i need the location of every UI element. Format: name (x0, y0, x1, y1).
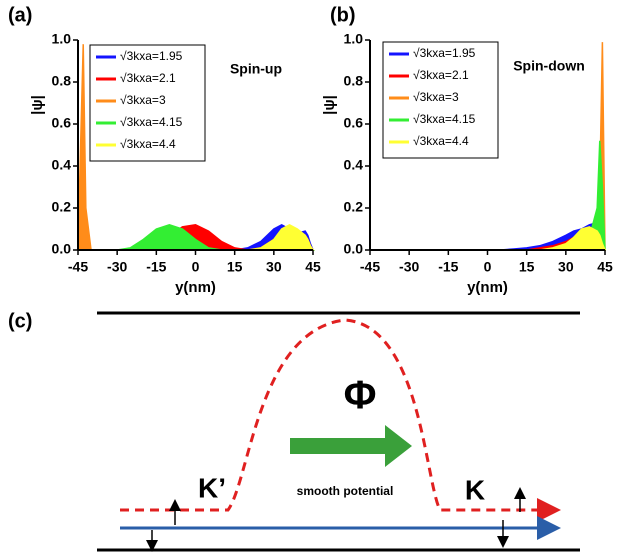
y-tick-label: 0.8 (52, 73, 72, 89)
charts: -45 -30 -15 0 15 30 45 0.0 0.2 0.4 0.6 0.8 1.0 y(nm) |… (8, 4, 613, 296)
y-tick-label: 0.2 (52, 199, 72, 215)
k-label: K (465, 474, 485, 505)
x-tick-label: 45 (597, 259, 613, 275)
legend-label: √3kxa=4.15 (413, 112, 476, 126)
legend-label: √3kxa=4.4 (120, 137, 176, 151)
legend-label: √3kxa=1.95 (413, 46, 476, 60)
panel-label: (b) (330, 4, 356, 26)
legend-label: √3kxa=4.15 (120, 115, 183, 129)
y-tick-label: 0.0 (52, 241, 72, 257)
panel-label: (a) (8, 4, 32, 26)
potential-curve (120, 318, 561, 522)
y-tick-label: 0.6 (52, 115, 72, 131)
x-tick-label: 15 (519, 259, 535, 275)
x-axis-label: y(nm) (467, 279, 508, 296)
chart: -45 -30 -15 0 15 30 45 0.0 0.2 0.4 0.6 0.8 1.0 y(nm) |… (8, 4, 321, 296)
legend: √3kxa=1.95 √3kxa=2.1 √3kxa=3 √3kxa=4.15 √3kx… (382, 41, 499, 159)
arrow-label: smooth potential (297, 484, 394, 498)
legend-label: √3kxa=2.1 (120, 71, 176, 85)
y-tick-label: 0.4 (344, 157, 364, 173)
x-tick-label: -45 (360, 259, 380, 275)
legend-label: √3kxa=4.4 (413, 134, 469, 148)
legend-label: √3kxa=3 (413, 90, 459, 104)
x-tick-label: -15 (438, 259, 458, 275)
chart: -45 -30 -15 0 15 30 45 0.0 0.2 0.4 0.6 0.8 1.0 y(nm) |… (321, 4, 613, 296)
legend-label: √3kxa=2.1 (413, 68, 469, 82)
diagram: (c) Φ smooth potential K’ K (8, 310, 580, 552)
x-tick-label: -15 (146, 259, 166, 275)
y-tick-label: 0.2 (344, 199, 364, 215)
y-tick-label: 0.4 (52, 157, 72, 173)
legend-box (89, 44, 206, 162)
y-tick-label: 0.6 (344, 115, 364, 131)
x-axis-label: y(nm) (175, 279, 216, 296)
green-arrow (290, 425, 412, 467)
x-tick-label: 45 (305, 259, 321, 275)
annotation: Spin-down (513, 58, 585, 74)
y-tick-label: 1.0 (344, 31, 364, 47)
annotation: Spin-up (230, 61, 282, 77)
y-tick-label: 0.0 (344, 241, 364, 257)
y-axis-label: |ψ| (321, 95, 338, 115)
k-prime-label: K’ (198, 472, 226, 503)
x-tick-label: 0 (484, 259, 492, 275)
x-tick-label: 0 (192, 259, 200, 275)
panel-label: (c) (8, 310, 32, 332)
y-tick-label: 0.8 (344, 73, 364, 89)
x-tick-label: 15 (227, 259, 243, 275)
legend-label: √3kxa=1.95 (120, 49, 183, 63)
legend: √3kxa=1.95 √3kxa=2.1 √3kxa=3 √3kxa=4.15 √3kx… (89, 44, 206, 162)
x-tick-label: -45 (68, 259, 88, 275)
y-axis-label: |ψ| (29, 95, 46, 115)
legend-label: √3kxa=3 (120, 93, 166, 107)
x-tick-label: -30 (107, 259, 127, 275)
x-tick-label: 30 (266, 259, 282, 275)
legend-box (382, 41, 499, 159)
phi-label: Φ (344, 374, 377, 418)
x-tick-label: -30 (399, 259, 419, 275)
x-tick-label: 30 (558, 259, 574, 275)
y-tick-label: 1.0 (52, 31, 72, 47)
